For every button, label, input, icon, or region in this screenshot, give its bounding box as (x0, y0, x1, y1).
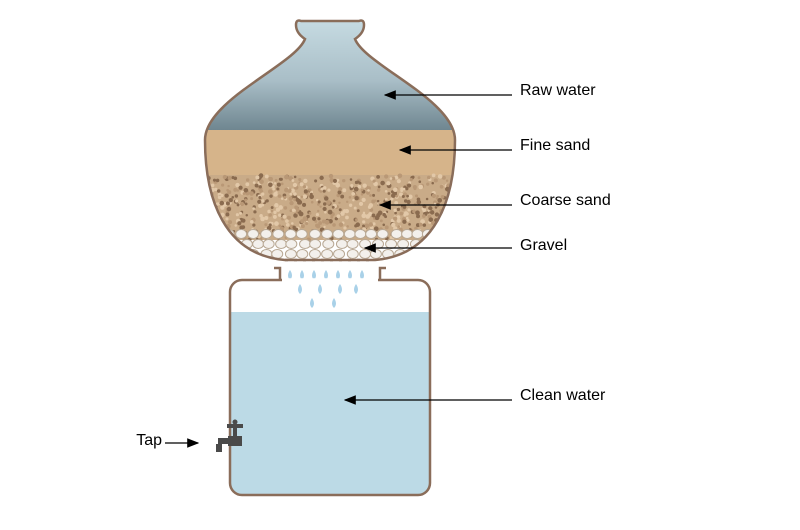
fine-sand-layer (180, 130, 480, 175)
label-coarse_sand: Coarse sand (520, 192, 611, 210)
label-tap: Tap (136, 432, 162, 450)
clean-water (230, 312, 430, 495)
gravel-layer (200, 230, 461, 259)
upper-filter-vessel (180, 20, 480, 260)
label-fine_sand: Fine sand (520, 137, 590, 155)
water-drops (288, 270, 364, 308)
label-raw_water: Raw water (520, 82, 596, 100)
raw-water-layer (180, 20, 480, 130)
collection-jar (230, 268, 430, 495)
filtration-diagram (0, 0, 800, 530)
label-gravel: Gravel (520, 237, 567, 255)
label-clean_water: Clean water (520, 387, 605, 405)
